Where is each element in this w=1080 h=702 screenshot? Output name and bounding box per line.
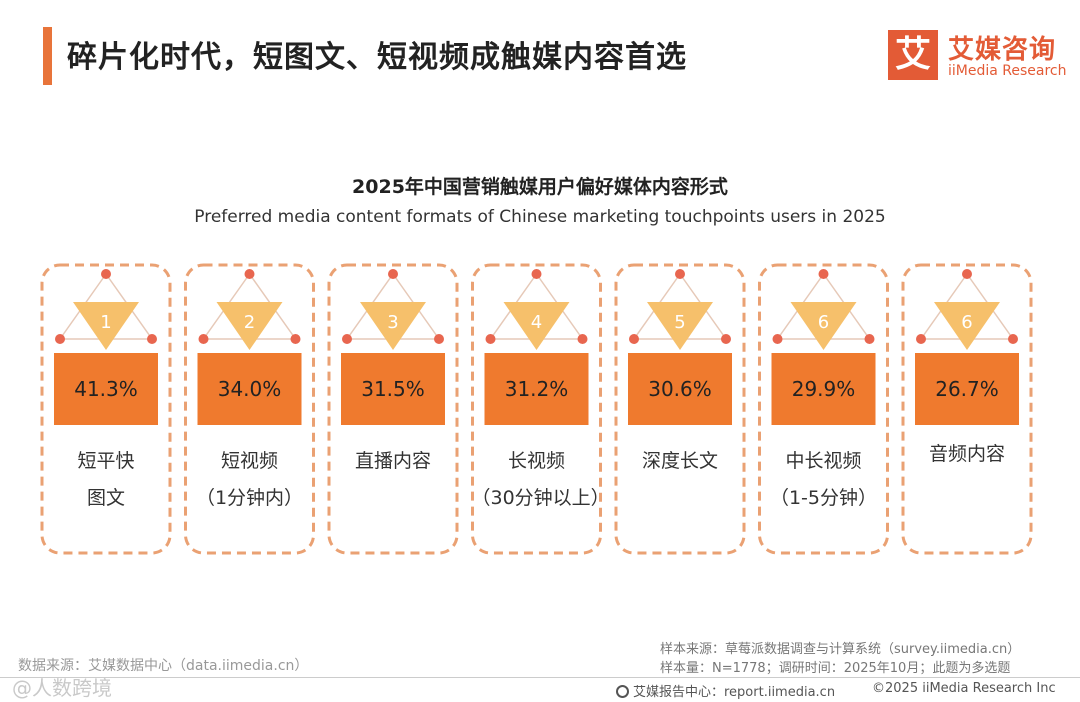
data-source-note: 数据来源：艾媒数据中心（data.iimedia.cn） — [18, 658, 309, 674]
category-label-line: 中长视频 — [785, 450, 862, 472]
node-dot — [342, 334, 352, 344]
value-label: 31.5% — [361, 377, 425, 401]
sample-info-note: 样本量：N=1778；调研时间：2025年10月；此题为多选题 — [660, 661, 1011, 676]
card-frame — [327, 263, 459, 555]
category-label: 短视频 （1分钟内） — [185, 443, 315, 517]
node-dot — [55, 334, 65, 344]
category-label-line: 短视频 — [220, 450, 278, 472]
value-label: 26.7% — [935, 377, 999, 401]
value-box — [628, 353, 732, 425]
rank-label: 6 — [818, 312, 829, 333]
rank-triangle — [73, 302, 139, 350]
category-label-line: （30分钟以上） — [471, 487, 610, 509]
node-dot — [531, 269, 542, 279]
category-label-line: 长视频 — [507, 450, 565, 472]
node-dot — [434, 334, 444, 344]
node-dot — [916, 334, 926, 344]
node-dot — [772, 334, 783, 344]
rank-triangle — [360, 302, 426, 350]
card-frame — [758, 263, 889, 555]
card-frame — [614, 263, 746, 555]
value-label: 41.3% — [74, 377, 138, 401]
node-dot — [388, 269, 398, 279]
category-label: 短平快 图文 — [41, 443, 171, 517]
rank-triangle — [216, 302, 283, 350]
value-box — [341, 353, 445, 425]
category-label: 深度长文 — [615, 443, 745, 480]
rank-triangle — [790, 302, 857, 350]
chart-subtitle: Preferred media content formats of Chine… — [194, 207, 886, 227]
node-dot — [290, 334, 301, 344]
card-frame — [184, 263, 315, 555]
category-label-line: 深度长文 — [641, 450, 718, 472]
globe-icon — [616, 685, 629, 698]
category-label-line: 直播内容 — [354, 450, 431, 472]
value-label: 31.2% — [505, 377, 569, 401]
logo-mark: 艾 — [888, 30, 938, 80]
node-dot — [198, 334, 209, 344]
category-label-line: （1-5分钟） — [769, 487, 878, 509]
rank-label: 3 — [387, 312, 398, 333]
page-title: 碎片化时代，短图文、短视频成触媒内容首选 — [67, 40, 687, 75]
node-dot — [721, 334, 731, 344]
rank-label: 4 — [531, 312, 542, 333]
value-label: 29.9% — [792, 377, 856, 401]
sample-notes: 样本来源：草莓派数据调查与计算系统（survey.iimedia.cn） 样本量… — [660, 640, 1020, 678]
title-accent-bar — [43, 27, 52, 85]
rank-label: 5 — [674, 312, 685, 333]
node-dot — [864, 334, 875, 344]
rank-triangle — [647, 302, 713, 350]
value-box — [484, 353, 589, 425]
node-dot — [485, 334, 496, 344]
copyright: ©2025 iiMedia Research Inc — [872, 681, 1056, 696]
node-dot — [675, 269, 685, 279]
card-frame — [40, 263, 172, 555]
report-center-text: 艾媒报告中心：report.iimedia.cn — [633, 685, 836, 700]
watermark: @人数跨境 — [12, 676, 112, 700]
node-dot — [101, 269, 111, 279]
value-box — [771, 353, 876, 425]
category-label: 长视频 （30分钟以上） — [471, 443, 610, 517]
brand-logo: 艾 艾媒咨询 iiMedia Research — [888, 27, 1067, 85]
card-frame — [471, 263, 602, 555]
category-label: 中长视频 （1-5分钟） — [759, 443, 889, 517]
value-label: 30.6% — [648, 377, 712, 401]
rank-label: 2 — [244, 312, 255, 333]
value-box — [915, 353, 1019, 425]
footer-divider — [0, 677, 1080, 678]
category-label: 直播内容 — [328, 443, 458, 480]
rank-label: 1 — [100, 312, 111, 333]
card-frame — [901, 263, 1033, 555]
value-box — [197, 353, 302, 425]
category-label-line: 图文 — [86, 487, 125, 509]
node-dot — [147, 334, 157, 344]
node-dot — [1008, 334, 1018, 344]
category-label: 音频内容 — [902, 436, 1032, 473]
rank-label: 6 — [961, 312, 972, 333]
rank-triangle — [503, 302, 570, 350]
node-dot — [577, 334, 588, 344]
category-label-line: （1分钟内） — [195, 487, 304, 509]
logo-text-cn: 艾媒咨询 — [948, 35, 1057, 65]
report-center-link[interactable]: 艾媒报告中心：report.iimedia.cn — [616, 681, 835, 700]
category-label-line: 音频内容 — [928, 443, 1005, 465]
logo-text-en: iiMedia Research — [948, 63, 1067, 79]
node-dot — [962, 269, 972, 279]
value-label: 34.0% — [218, 377, 282, 401]
chart-title: 2025年中国营销触媒用户偏好媒体内容形式 — [352, 176, 728, 198]
node-dot — [629, 334, 639, 344]
node-dot — [818, 269, 829, 279]
rank-triangle — [934, 302, 1000, 350]
sample-source-note: 样本来源：草莓派数据调查与计算系统（survey.iimedia.cn） — [660, 642, 1021, 657]
category-label-line: 短平快 — [77, 450, 135, 472]
node-dot — [244, 269, 255, 279]
value-box — [54, 353, 158, 425]
